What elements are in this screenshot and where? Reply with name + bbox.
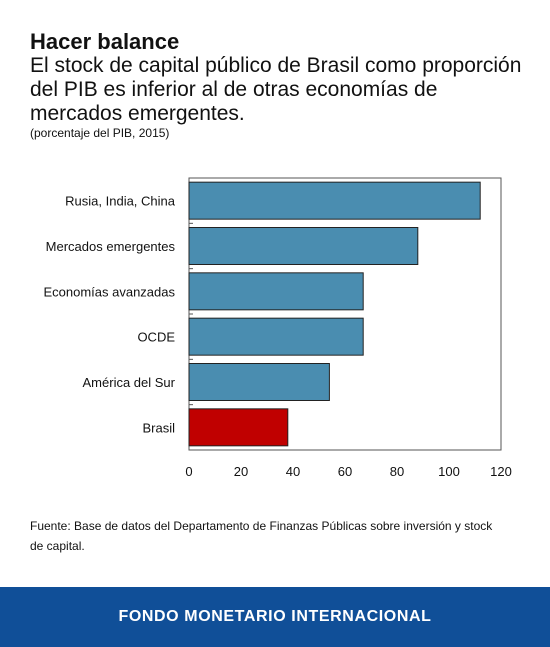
category-label: Rusia, India, China (65, 194, 176, 209)
bar (188, 272, 364, 311)
bar (188, 408, 289, 447)
x-tick-label: 100 (438, 464, 460, 479)
chart-title: Hacer balance (30, 29, 180, 54)
bar (188, 363, 330, 401)
category-label: OCDE (137, 330, 175, 345)
bar (188, 181, 481, 220)
x-tick-label: 60 (338, 464, 352, 479)
x-tick-label: 0 (185, 464, 192, 479)
category-label: Brasil (142, 420, 175, 435)
source-note: Fuente: Base de datos del Departamento d… (30, 519, 493, 553)
chart-subtitle: El stock de capital público de Brasil co… (30, 54, 522, 125)
organization-name: FONDO MONETARIO INTERNACIONAL (118, 608, 432, 625)
bar (188, 227, 419, 265)
unit-note: (porcentaje del PIB, 2015) (30, 126, 170, 140)
category-label: Mercados emergentes (46, 239, 176, 254)
bar (188, 317, 364, 356)
category-label: América del Sur (83, 375, 176, 390)
bar-chart: Rusia, India, China Mercados emergentes Ec… (43, 177, 512, 479)
x-tick-label: 80 (390, 464, 404, 479)
x-tick-label: 20 (234, 464, 248, 479)
x-tick-label: 120 (490, 464, 512, 479)
footer-banner: FONDO MONETARIO INTERNACIONAL (0, 587, 550, 647)
x-tick-label: 40 (286, 464, 300, 479)
category-label: Economías avanzadas (43, 284, 175, 299)
